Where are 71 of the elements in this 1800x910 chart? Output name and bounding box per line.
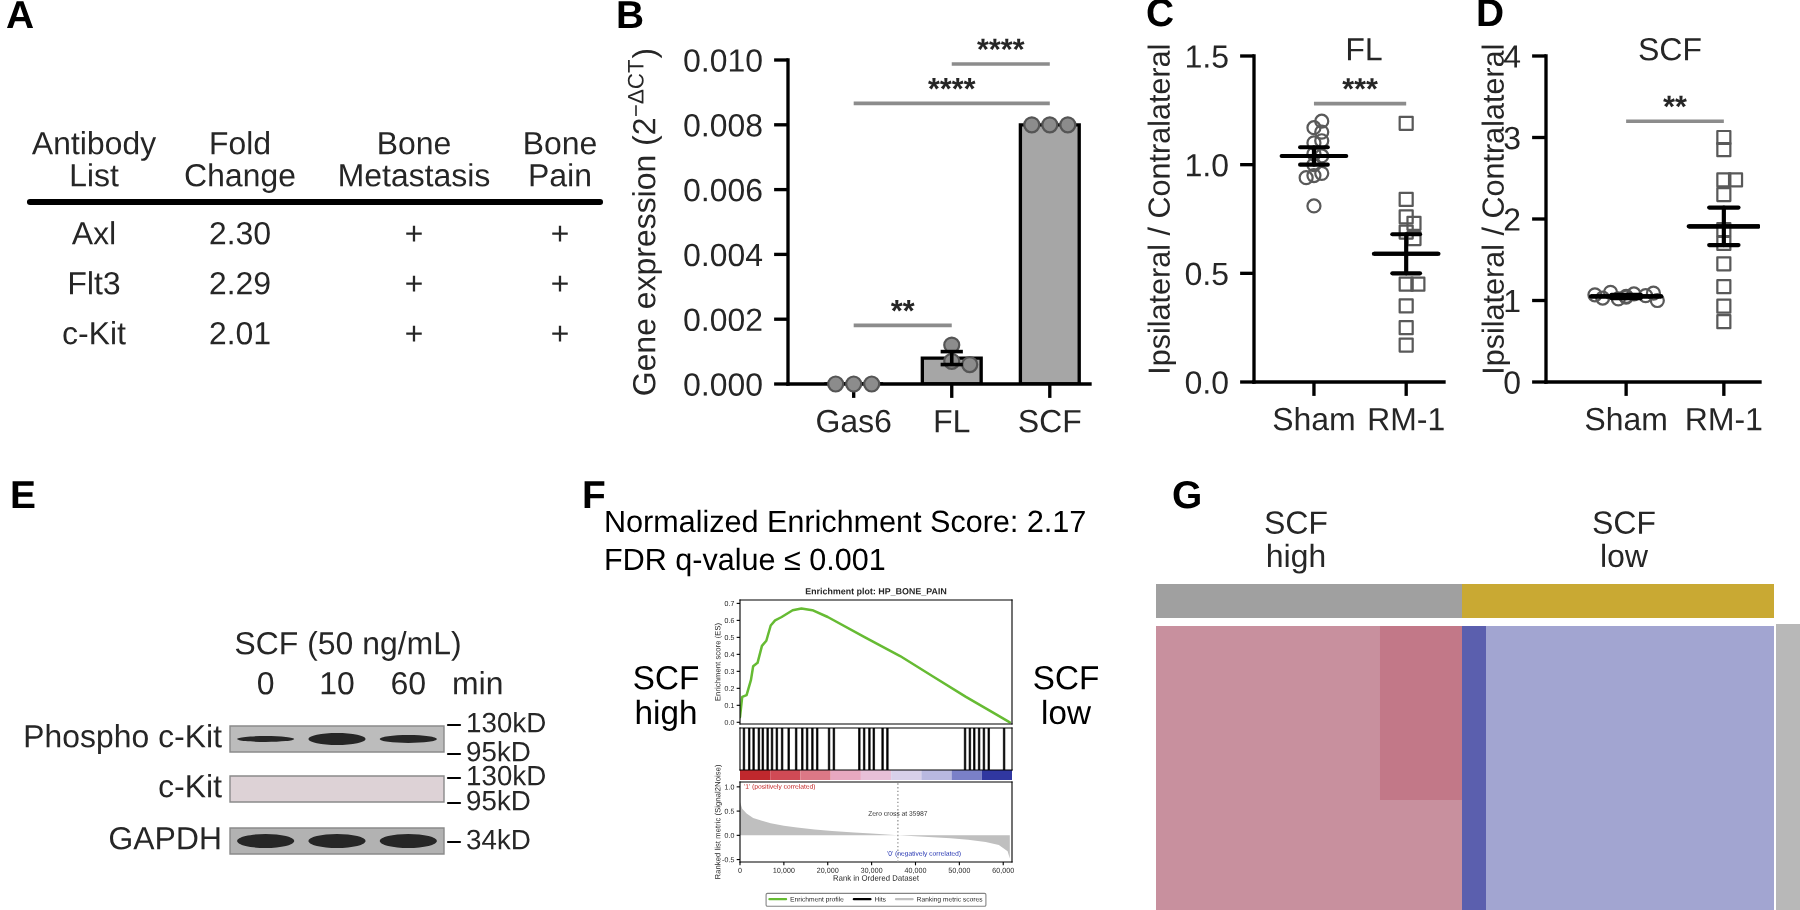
x-tick-label: Sham [1273, 407, 1354, 431]
annotation: ** [890, 300, 915, 312]
text: D [1478, 0, 1503, 27]
y-tick-label: 0.010 [684, 49, 762, 72]
x-tick-label: FL [935, 410, 970, 433]
text: G [1173, 480, 1200, 509]
y-axis-title: Ipsilateral / Contralateral [1147, 45, 1176, 372]
y-axis-title: Gene expression (2$^{−ΔCT}$) [627, 49, 662, 395]
text: SCF high [634, 666, 698, 731]
x-tick-label: Sham [1585, 407, 1666, 431]
category-label: 95kD [467, 790, 530, 811]
text: SCF (50 ng/mL) [235, 631, 460, 661]
text: 2.01 [210, 321, 270, 345]
text: 2.30 [210, 221, 270, 245]
text: F [584, 481, 605, 509]
x-tick-label: RM-1 [1369, 408, 1444, 431]
text: FDR q-value ≤ 0.001 [606, 547, 885, 577]
category-label: 130kD [468, 765, 545, 786]
category-label: 95kD [467, 741, 530, 762]
category-label: c-Kit [159, 774, 222, 798]
category-label: 10 [321, 671, 354, 695]
y-tick-label: 2 [1504, 208, 1520, 231]
y-tick-label: 0.5 [1185, 262, 1228, 286]
y-tick-label: 0.002 [684, 308, 762, 332]
annotation: ** [1663, 95, 1687, 108]
category-label: SCF high [1265, 511, 1327, 574]
category-label: Bone Pain [525, 132, 596, 187]
x-tick-label: RM-1 [1687, 408, 1762, 431]
text: + [406, 325, 422, 342]
y-tick-label: 0.0 [1185, 371, 1228, 394]
text: + [552, 225, 568, 242]
y-tick-label: 0.006 [684, 178, 762, 202]
chart-title: FL [1347, 38, 1382, 61]
y-tick-label: 1 [1505, 290, 1520, 313]
category-label: 60 [392, 671, 425, 695]
annotation: *** [1342, 78, 1378, 90]
text: + [552, 275, 568, 292]
text: Axl [71, 221, 115, 245]
category-label: Phospho c-Kit [25, 724, 222, 754]
y-tick-label: 0.008 [684, 114, 762, 137]
text: + [552, 325, 568, 342]
category-label: 0 [258, 671, 274, 695]
category-label: GAPDH [110, 826, 220, 850]
category-label: SCF low [1593, 511, 1655, 568]
text: min [454, 671, 502, 695]
annotation: **** [928, 78, 976, 90]
text: A [6, 1, 34, 29]
category-label: Antibody List [31, 131, 157, 187]
text: + [406, 275, 422, 292]
x-tick-label: Gas6 [817, 409, 891, 433]
text: E [12, 481, 35, 509]
y-tick-label: 1.5 [1187, 45, 1228, 68]
text: Normalized Enrichment Score: 2.17 [606, 509, 1085, 533]
category-label: Fold Change [185, 131, 295, 193]
text: **** [977, 38, 1025, 51]
y-tick-label: 0.004 [684, 243, 763, 267]
text: SCF low [1034, 666, 1098, 725]
text: + [406, 225, 422, 242]
y-tick-label: 1.0 [1187, 153, 1228, 177]
chart-title: SCF [1639, 37, 1701, 61]
category-label: Bone Metastasis [340, 132, 490, 187]
category-label: 130kD [468, 712, 545, 733]
x-tick-label: SCF [1019, 409, 1081, 433]
text: 2.29 [210, 271, 270, 295]
category-label: 34kD [467, 829, 530, 850]
y-tick-label: 0 [1504, 371, 1520, 394]
text: c-Kit [63, 321, 126, 345]
y-tick-label: 4 [1503, 45, 1521, 68]
text: B [618, 1, 643, 29]
y-tick-label: 0.000 [684, 373, 762, 396]
text: Flt3 [70, 271, 120, 295]
